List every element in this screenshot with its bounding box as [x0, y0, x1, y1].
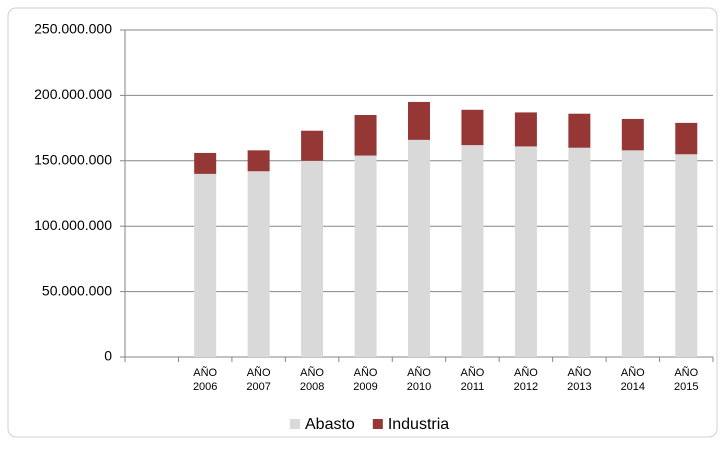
legend-swatch	[290, 419, 300, 429]
bar-segment	[354, 115, 377, 156]
bar-segment	[408, 101, 430, 140]
bar-segment	[354, 155, 377, 357]
bar-segment	[568, 147, 591, 357]
bar-segment	[301, 130, 324, 161]
x-tick-label: AÑO 2014	[621, 366, 646, 393]
y-tick-label: 0	[104, 348, 112, 364]
bar-segment	[301, 160, 324, 357]
bar-segment	[568, 113, 591, 148]
y-tick-label: 100.000.000	[34, 217, 112, 233]
bar-segment	[621, 118, 644, 151]
x-tick-label: AÑO 2010	[407, 366, 432, 393]
bar-segment	[247, 150, 270, 172]
bar-segment	[408, 139, 430, 357]
y-tick-label: 50.000.000	[42, 282, 112, 298]
bar-segment	[621, 150, 644, 357]
x-tick-label: AÑO 2013	[567, 366, 592, 393]
x-tick-label: AÑO 2007	[246, 366, 271, 393]
bar-segment	[194, 173, 217, 357]
legend-swatch	[372, 419, 383, 429]
x-tick-label: AÑO 2006	[193, 366, 218, 393]
bar-segment	[675, 154, 698, 357]
legend-label: Industria	[388, 416, 449, 433]
legend-label: Abasto	[305, 416, 355, 433]
x-tick-label: AÑO 2012	[514, 366, 539, 393]
bar-segment	[461, 145, 484, 357]
bar-segment	[675, 122, 698, 155]
bar-segment	[514, 112, 537, 147]
y-tick-label: 150.000.000	[34, 152, 112, 168]
x-tick-label: AÑO 2015	[674, 366, 699, 393]
x-tick-label: AÑO 2011	[461, 366, 485, 393]
y-tick-label: 250.000.000	[34, 21, 112, 37]
y-tick-label: 200.000.000	[34, 86, 112, 102]
bar-segment	[461, 109, 484, 146]
bar-segment	[514, 146, 537, 357]
bar-segment	[247, 171, 270, 357]
x-tick-label: AÑO 2008	[300, 366, 325, 393]
bar-segment	[194, 152, 217, 174]
x-tick-label: AÑO 2009	[353, 366, 378, 393]
